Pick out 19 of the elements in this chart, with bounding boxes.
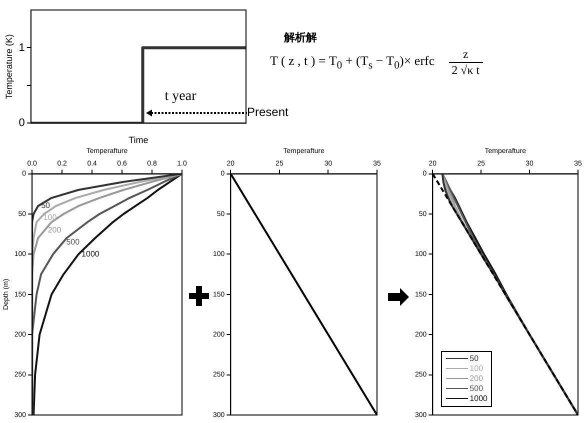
y-tick-label: 1 bbox=[18, 42, 25, 54]
legend-label: 50 bbox=[470, 354, 479, 363]
text: 解析解 bbox=[284, 30, 318, 45]
x-axis-title: Time bbox=[128, 135, 148, 146]
text: T ( z , t ) = T$_{0}$ + (T$_{s}$ − T$_{0}$)× erfc bbox=[270, 53, 435, 72]
text: z bbox=[462, 47, 468, 62]
legend-label: 1000 bbox=[470, 394, 488, 403]
series-label: 200 bbox=[48, 225, 62, 234]
y-tick-label: 0 bbox=[18, 117, 25, 130]
legend-label: 200 bbox=[470, 374, 484, 383]
series-label: 1000 bbox=[82, 249, 100, 258]
annotation: t year bbox=[164, 89, 196, 106]
text: Present bbox=[247, 105, 288, 120]
text: 2 √κ t bbox=[448, 62, 483, 78]
legend-label: 100 bbox=[470, 364, 484, 373]
series-label: 100 bbox=[43, 213, 58, 222]
series-label: 500 bbox=[66, 237, 80, 246]
legend-label: 500 bbox=[470, 384, 484, 393]
y-axis-title: Temperature (K) bbox=[4, 34, 14, 100]
